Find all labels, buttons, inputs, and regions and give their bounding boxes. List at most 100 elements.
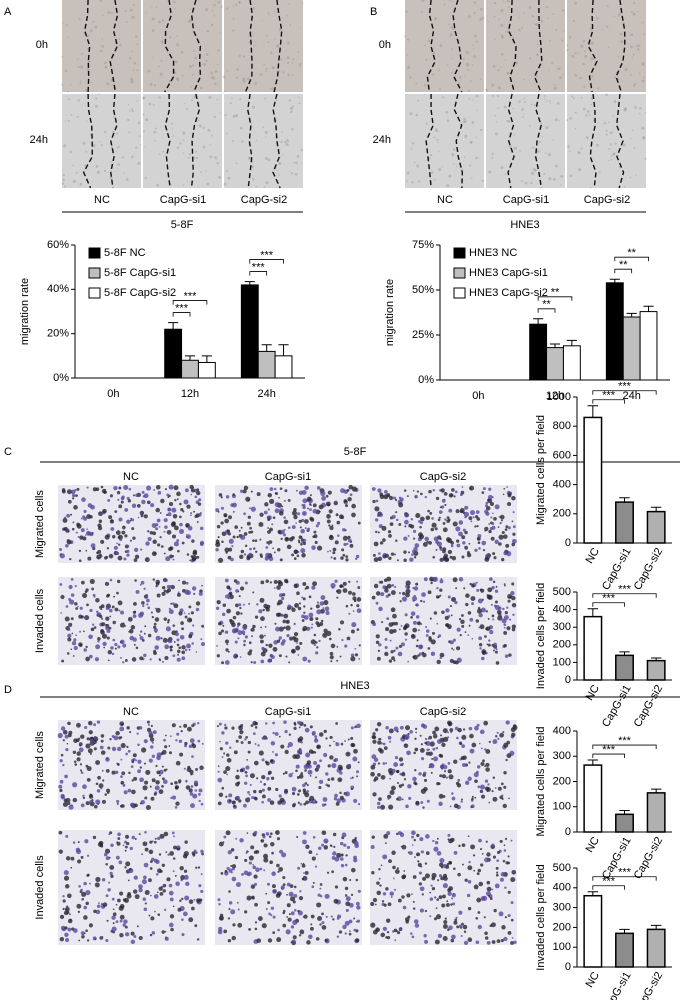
cell-speck <box>442 924 448 930</box>
cell-speck <box>414 543 420 548</box>
photo-speck <box>551 61 554 65</box>
cell-speck <box>510 941 514 945</box>
cell-speck <box>493 908 497 913</box>
cell-speck <box>168 751 172 755</box>
error-bar <box>587 891 599 896</box>
cell-speck <box>292 935 297 940</box>
cell-speck <box>64 884 70 889</box>
cell-speck <box>462 924 468 930</box>
cell-speck <box>301 619 305 622</box>
cell-speck <box>276 937 282 943</box>
y-tick-label: 800 <box>553 420 571 432</box>
cell-speck <box>64 774 68 779</box>
cell-speck <box>144 625 147 628</box>
cell-speck <box>418 772 422 776</box>
scratch-photo <box>405 0 484 92</box>
cell-speck <box>150 611 153 614</box>
cell-speck <box>154 837 157 840</box>
cell-speck <box>244 544 248 548</box>
cell-speck <box>297 749 303 755</box>
photo-speck <box>571 95 574 98</box>
cell-speck <box>160 545 164 548</box>
photo-speck <box>549 40 552 42</box>
photo-speck <box>417 99 420 102</box>
cell-speck <box>455 781 460 785</box>
cell-speck <box>504 611 508 615</box>
cell-speck <box>372 553 376 557</box>
cell-speck <box>69 557 72 561</box>
photo-speck <box>556 68 559 70</box>
cell-speck <box>255 867 260 873</box>
cell-speck <box>293 549 299 555</box>
photo-speck <box>553 86 557 90</box>
sig-label: *** <box>602 593 616 605</box>
photo-speck <box>225 132 228 135</box>
cell-speck <box>297 801 301 804</box>
cell-speck <box>431 872 437 879</box>
cell-speck <box>356 770 359 774</box>
cell-speck <box>421 723 424 726</box>
cell-speck <box>159 833 165 839</box>
cell-speck <box>507 599 511 603</box>
photo-speck <box>267 41 270 44</box>
cell-speck <box>106 629 111 633</box>
cell-speck <box>458 577 464 582</box>
cell-speck <box>169 648 173 652</box>
sig-label: *** <box>175 302 189 314</box>
cell-speck <box>299 803 303 806</box>
photo-speck <box>236 68 239 71</box>
cell-speck <box>467 634 470 637</box>
cell-speck <box>245 496 251 502</box>
photo-speck <box>639 106 642 110</box>
photo-speck <box>413 161 416 164</box>
cell-speck <box>510 877 516 883</box>
photo-speck <box>200 171 203 174</box>
photo-speck <box>209 143 211 146</box>
cell-speck <box>85 588 89 592</box>
cell-speck <box>498 534 504 540</box>
cell-speck <box>284 749 289 755</box>
cell-speck <box>485 749 491 754</box>
cell-speck <box>484 779 489 783</box>
cell-speck <box>464 631 467 634</box>
cell-speck <box>355 938 360 943</box>
cell-speck <box>395 511 398 514</box>
cell-speck <box>476 897 482 903</box>
photo-speck <box>629 137 632 140</box>
photo-speck <box>143 146 145 148</box>
cell-speck <box>218 493 223 497</box>
photo-speck <box>441 96 445 99</box>
cell-speck <box>72 521 75 524</box>
cell-speck <box>511 732 516 738</box>
cell-speck <box>451 792 454 795</box>
cell-speck <box>250 661 253 664</box>
cell-speck <box>150 916 155 921</box>
photo-speck <box>580 96 583 99</box>
photo-speck <box>555 28 558 31</box>
cell-speck <box>130 931 135 936</box>
cell-speck <box>185 581 189 585</box>
cell-speck <box>81 580 85 585</box>
cell-speck <box>314 738 319 743</box>
cell-speck <box>191 557 197 562</box>
photo-speck <box>264 136 267 138</box>
cell-speck <box>345 854 348 857</box>
scratch-photo <box>143 0 222 92</box>
cell-speck <box>350 629 355 634</box>
cell-speck <box>382 742 386 746</box>
cell-speck <box>225 551 228 554</box>
photo-speck <box>150 7 153 9</box>
cell-speck <box>264 502 269 507</box>
cell-speck <box>165 626 171 632</box>
cell-speck <box>377 740 382 745</box>
photo-speck <box>173 0 176 4</box>
cell-speck <box>485 626 491 631</box>
cell-speck <box>171 507 177 513</box>
bar <box>274 355 293 379</box>
cell-speck <box>382 854 388 860</box>
photo-speck <box>79 80 82 82</box>
cell-speck <box>394 756 399 760</box>
photo-speck <box>596 143 599 147</box>
photo-speck <box>151 18 154 21</box>
cell-speck <box>163 552 166 555</box>
